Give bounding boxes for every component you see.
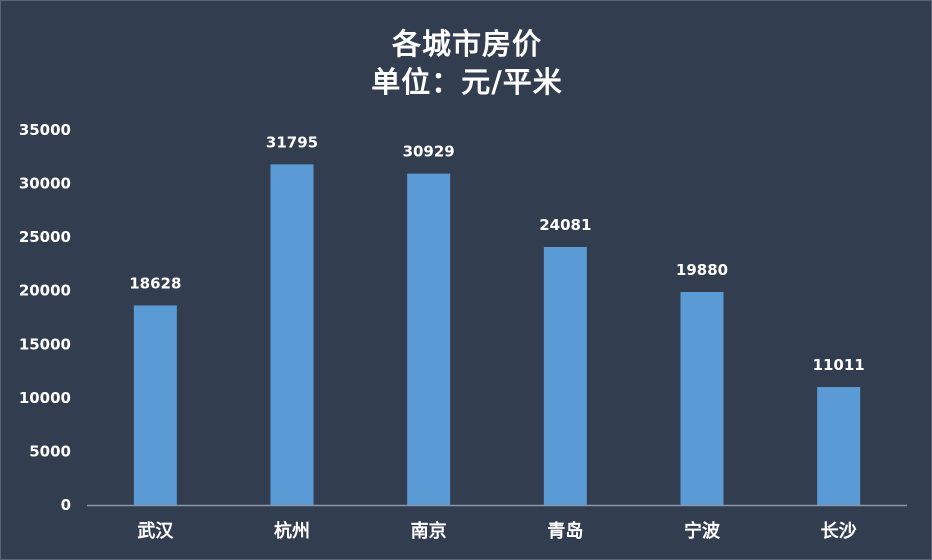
bar-value-label: 24081 [539,216,591,234]
bar-value-label: 11011 [813,356,865,374]
x-tick-label: 杭州 [274,520,310,542]
y-tick-label: 0 [61,496,71,514]
y-tick-label: 10000 [19,389,71,407]
y-tick-label: 30000 [19,175,71,193]
bar-value-label: 19880 [676,261,728,279]
y-tick-label: 25000 [19,228,71,246]
x-tick-label: 长沙 [821,521,857,542]
x-tick-label: 青岛 [547,520,583,542]
x-tick-label: 南京 [411,520,447,542]
bar [133,305,177,505]
chart-title: 各城市房价 [391,27,542,61]
chart-subtitle: 单位：元/平米 [371,65,563,99]
bar [407,173,451,505]
y-tick-label: 5000 [29,442,71,460]
x-tick-label: 宁波 [684,520,721,542]
bar-value-label: 31795 [266,133,318,151]
x-tick-label: 武汉 [137,521,174,542]
y-tick-label: 15000 [19,335,71,353]
bar [680,292,724,505]
y-tick-label: 35000 [19,121,71,139]
x-axis: 武汉 杭州 南京 青岛 宁波 长沙 [137,520,856,542]
bar [817,387,861,505]
y-tick-label: 20000 [19,282,71,300]
y-axis: 0 5000 10000 15000 20000 25000 30000 35000 [19,121,71,514]
bars-group: 18628 31795 30929 24081 19880 11011 [129,133,865,505]
bar [543,246,587,505]
bar [270,164,314,505]
bar-value-label: 30929 [403,143,455,161]
bar-value-label: 18628 [129,274,181,292]
